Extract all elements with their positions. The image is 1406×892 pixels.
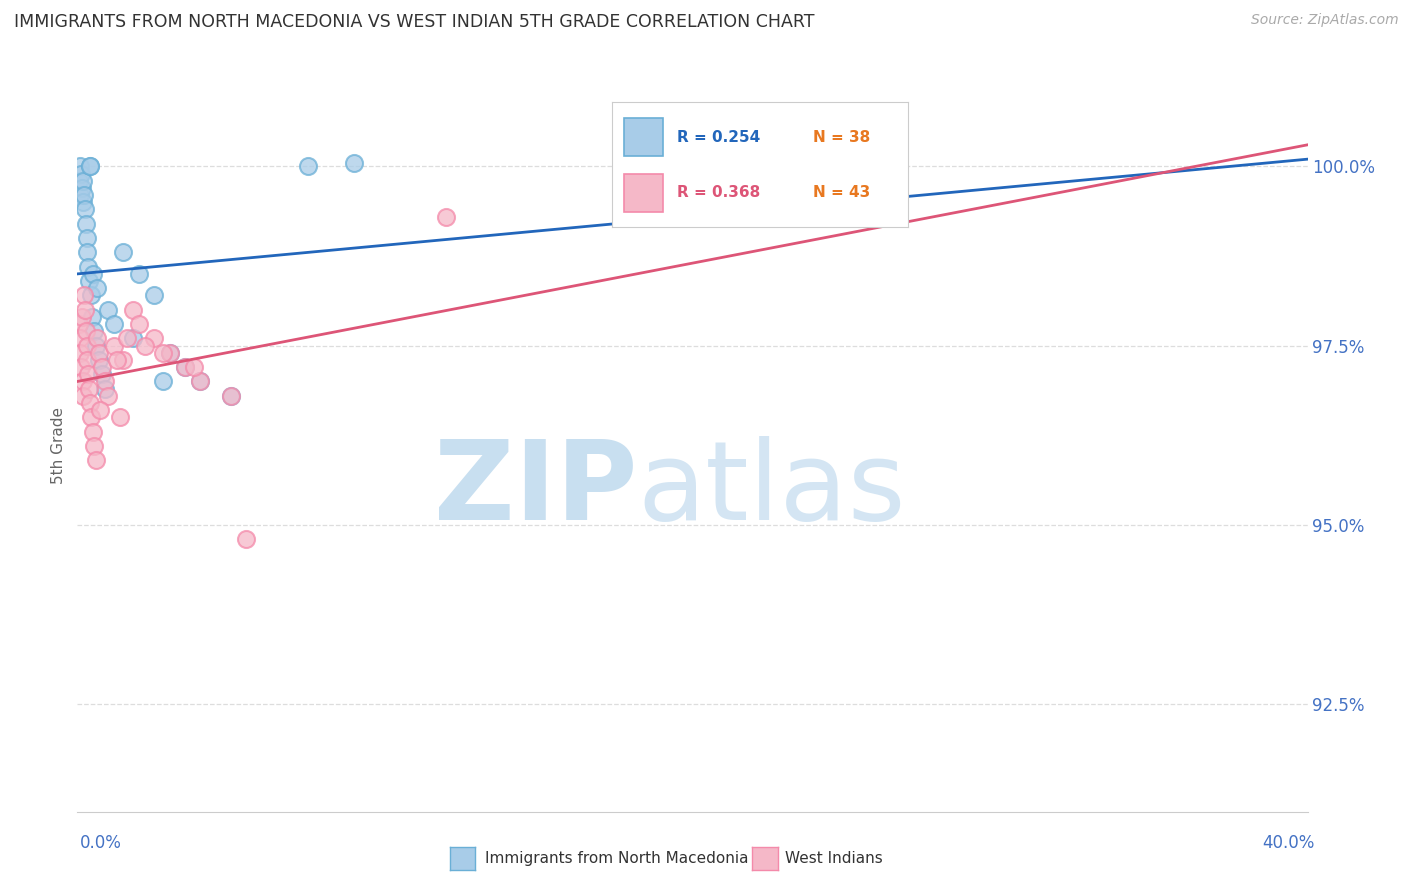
- Text: 0.0%: 0.0%: [80, 834, 122, 852]
- Point: [82, 310, 104, 324]
- Point: [219, 389, 242, 403]
- Point: [73, 302, 96, 317]
- Point: [97, 302, 120, 317]
- Point: [97, 389, 120, 403]
- Text: 40.0%: 40.0%: [1263, 834, 1315, 852]
- Point: [75, 324, 97, 338]
- Point: [87, 353, 110, 368]
- Point: [70, 167, 93, 181]
- Point: [174, 360, 197, 375]
- Point: [94, 375, 117, 389]
- Point: [134, 338, 156, 352]
- Point: [105, 353, 128, 368]
- Point: [79, 396, 101, 410]
- Point: [183, 360, 205, 375]
- Text: West Indians: West Indians: [785, 851, 883, 865]
- Point: [174, 360, 197, 375]
- Point: [79, 159, 101, 173]
- Point: [70, 181, 93, 195]
- Point: [152, 375, 174, 389]
- Point: [72, 389, 94, 403]
- Point: [103, 317, 125, 331]
- Point: [76, 245, 98, 260]
- Point: [235, 533, 257, 547]
- Point: [82, 425, 104, 439]
- Point: [343, 155, 366, 169]
- Point: [73, 202, 96, 217]
- Text: Immigrants from North Macedonia: Immigrants from North Macedonia: [485, 851, 748, 865]
- Point: [69, 331, 91, 345]
- Point: [79, 159, 101, 173]
- Point: [80, 288, 103, 302]
- Point: [67, 317, 90, 331]
- Point: [84, 338, 107, 352]
- Point: [188, 375, 212, 389]
- Point: [70, 360, 93, 375]
- Point: [94, 382, 117, 396]
- Point: [103, 338, 125, 352]
- Point: [682, 137, 704, 152]
- Point: [112, 353, 135, 368]
- Point: [75, 217, 97, 231]
- Point: [80, 410, 103, 425]
- Point: [159, 345, 181, 359]
- Text: IMMIGRANTS FROM NORTH MACEDONIA VS WEST INDIAN 5TH GRADE CORRELATION CHART: IMMIGRANTS FROM NORTH MACEDONIA VS WEST …: [14, 13, 814, 31]
- Point: [90, 368, 114, 382]
- Point: [297, 159, 319, 173]
- Point: [219, 389, 242, 403]
- Point: [152, 345, 174, 359]
- Point: [72, 174, 94, 188]
- Point: [436, 210, 458, 224]
- Point: [77, 274, 100, 288]
- Point: [128, 267, 150, 281]
- Point: [84, 453, 107, 467]
- Point: [143, 331, 166, 345]
- Point: [112, 245, 135, 260]
- Point: [86, 281, 108, 295]
- Point: [73, 288, 96, 302]
- Point: [67, 174, 90, 188]
- Point: [76, 231, 98, 245]
- Point: [188, 375, 212, 389]
- Point: [69, 159, 91, 173]
- Text: Source: ZipAtlas.com: Source: ZipAtlas.com: [1251, 13, 1399, 28]
- Point: [83, 324, 105, 338]
- Text: ZIP: ZIP: [433, 436, 637, 543]
- Point: [86, 331, 108, 345]
- Point: [76, 353, 98, 368]
- Point: [83, 439, 105, 453]
- Point: [69, 188, 91, 202]
- Point: [90, 360, 114, 375]
- Point: [121, 331, 143, 345]
- Point: [69, 345, 91, 359]
- Point: [89, 403, 111, 417]
- Point: [72, 195, 94, 210]
- Point: [77, 260, 100, 274]
- Point: [128, 317, 150, 331]
- Point: [143, 288, 166, 302]
- Point: [73, 188, 96, 202]
- Point: [87, 345, 110, 359]
- Text: atlas: atlas: [637, 436, 905, 543]
- Point: [76, 338, 98, 352]
- Point: [70, 310, 93, 324]
- Point: [72, 375, 94, 389]
- Point: [77, 382, 100, 396]
- Point: [110, 410, 132, 425]
- Point: [115, 331, 138, 345]
- Point: [77, 368, 100, 382]
- Y-axis label: 5th Grade: 5th Grade: [51, 408, 66, 484]
- Point: [159, 345, 181, 359]
- Point: [121, 302, 143, 317]
- Point: [82, 267, 104, 281]
